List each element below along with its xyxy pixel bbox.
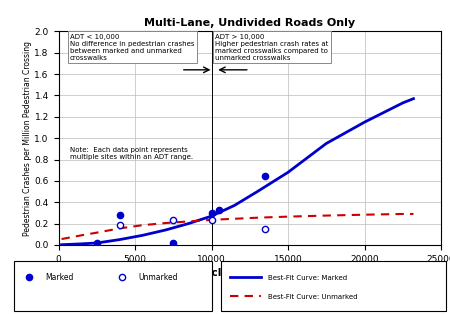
FancyBboxPatch shape (220, 261, 446, 311)
Text: Note:  Each data point represents
multiple sites within an ADT range.: Note: Each data point represents multipl… (70, 147, 193, 160)
Text: Best-Fit Curve: Unmarked: Best-Fit Curve: Unmarked (268, 294, 357, 300)
X-axis label: Vehicle Volume (ADT): Vehicle Volume (ADT) (186, 268, 313, 278)
Y-axis label: Pedestrian Crashes per Million Pedestrian Crossing: Pedestrian Crashes per Million Pedestria… (22, 41, 32, 236)
Text: ADT > 10,000
Higher pedestrian crash rates at
marked crosswalks compared to
unma: ADT > 10,000 Higher pedestrian crash rat… (215, 34, 328, 61)
Text: Best-Fit Curve: Marked: Best-Fit Curve: Marked (268, 275, 347, 281)
Title: Multi-Lane, Undivided Roads Only: Multi-Lane, Undivided Roads Only (144, 18, 356, 28)
FancyBboxPatch shape (14, 261, 211, 311)
Text: Unmarked: Unmarked (138, 273, 178, 282)
Text: ADT < 10,000
No difference in pedestrian crashes
between marked and unmarked
cro: ADT < 10,000 No difference in pedestrian… (70, 34, 194, 61)
Text: Marked: Marked (45, 273, 73, 282)
